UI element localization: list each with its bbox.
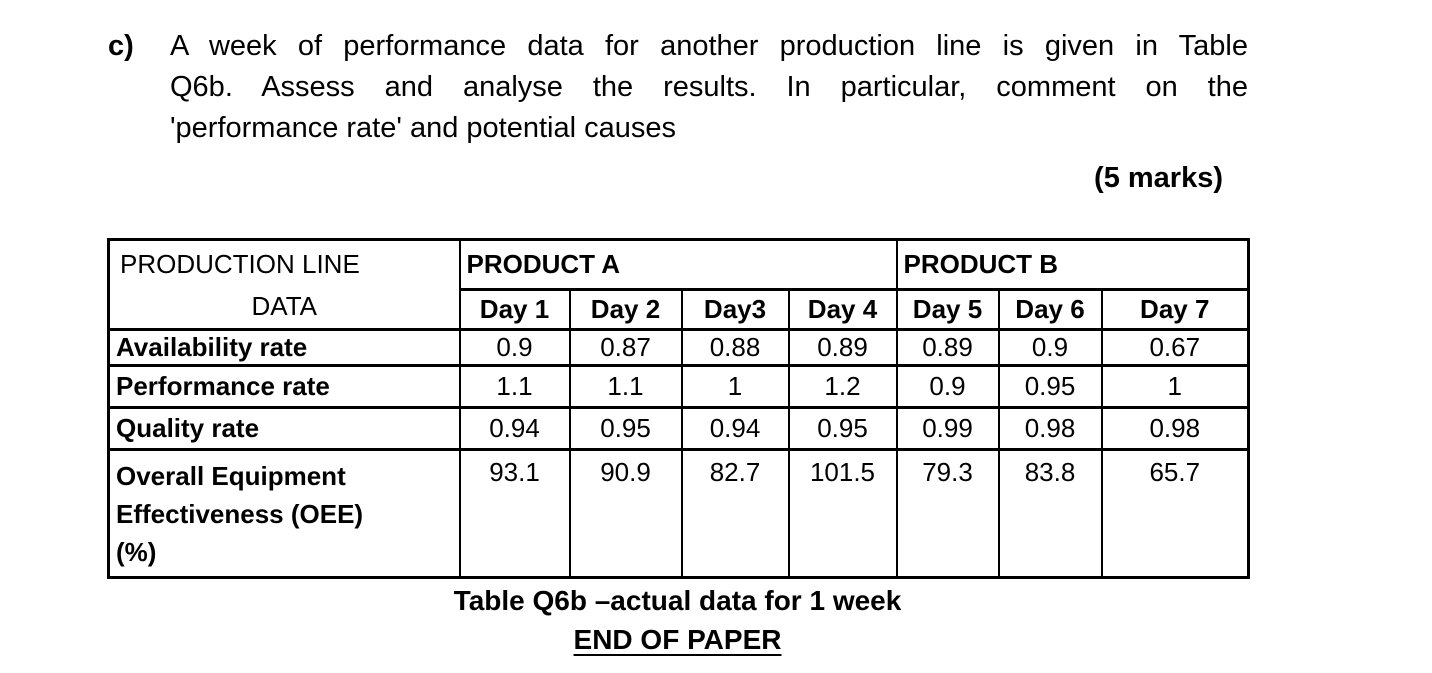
cell-value: 101.5 — [787, 448, 898, 579]
day-header: Day3 — [680, 288, 790, 331]
data-table: PRODUCTION LINE DATA PRODUCT A PRODUCT B… — [107, 238, 1250, 579]
cell-value: 1 — [1100, 364, 1250, 409]
row-label: Overall Equipment Effectiveness (OEE) (%… — [107, 448, 461, 579]
cell-value: 0.87 — [568, 328, 683, 367]
cell-value: 0.95 — [787, 406, 898, 451]
table-caption: Table Q6b –actual data for 1 week — [453, 585, 902, 616]
question-line: 'performance rate' and potential causes — [170, 112, 676, 144]
marks-label: (5 marks) — [1094, 162, 1223, 194]
product-a-header: PRODUCT A — [458, 238, 898, 291]
cell-value: 1.2 — [787, 364, 898, 409]
corner-header-line1: PRODUCTION LINE — [120, 248, 360, 279]
question-line: A week of performance data for another p… — [170, 30, 1248, 62]
question-line: Q6b. Assess and analyse the results. In … — [170, 71, 1248, 103]
cell-value: 93.1 — [458, 448, 571, 579]
table-row-availability: Availability rate 0.9 0.87 0.88 0.89 0.8… — [107, 328, 1250, 367]
corner-header-cell: PRODUCTION LINE DATA — [107, 238, 461, 331]
day-header: Day 2 — [568, 288, 683, 331]
cell-value: 0.67 — [1100, 328, 1250, 367]
cell-value: 0.98 — [1100, 406, 1250, 451]
day-header: Day 7 — [1100, 288, 1250, 331]
row-label: Performance rate — [107, 364, 461, 409]
table-row-days: Day 1 Day 2 Day3 Day 4 Day 5 Day 6 Day 7 — [109, 288, 1250, 331]
row-label: Availability rate — [107, 328, 461, 367]
cell-value: 1 — [680, 364, 790, 409]
cell-value: 0.9 — [895, 364, 1000, 409]
table-row-products: PRODUCTION LINE DATA PRODUCT A PRODUCT B — [107, 238, 1250, 331]
cell-value: 0.89 — [787, 328, 898, 367]
cell-value: 79.3 — [895, 448, 1000, 579]
end-of-paper-text: END OF PAPER — [573, 624, 782, 655]
row-label: Quality rate — [107, 406, 461, 451]
row-label-text: Overall Equipment Effectiveness (OEE) (%… — [116, 461, 364, 567]
corner-header-line2: DATA — [251, 290, 317, 321]
cell-value: 0.88 — [680, 328, 790, 367]
product-b-header: PRODUCT B — [895, 238, 1250, 291]
cell-value: 82.7 — [680, 448, 790, 579]
cell-value: 0.98 — [997, 406, 1103, 451]
day-header: Day 1 — [458, 288, 571, 331]
day-header: Day 5 — [895, 288, 1000, 331]
day-header: Day 6 — [997, 288, 1103, 331]
cell-value: 83.8 — [997, 448, 1103, 579]
cell-value: 0.9 — [458, 328, 571, 367]
table-row-quality: Quality rate 0.94 0.95 0.94 0.95 0.99 0.… — [107, 406, 1250, 451]
cell-value: 1.1 — [568, 364, 683, 409]
cell-value: 90.9 — [568, 448, 683, 579]
cell-value: 0.95 — [997, 364, 1103, 409]
cell-value: 0.99 — [895, 406, 1000, 451]
cell-value: 0.94 — [680, 406, 790, 451]
end-of-paper: END OF PAPER — [107, 624, 1248, 656]
cell-value: 65.7 — [1100, 448, 1250, 579]
table-row-oee: Overall Equipment Effectiveness (OEE) (%… — [107, 448, 1250, 579]
question-text: A week of performance data for another p… — [170, 26, 1248, 149]
cell-value: 0.95 — [568, 406, 683, 451]
cell-value: 0.94 — [458, 406, 571, 451]
cell-value: 1.1 — [458, 364, 571, 409]
day-header: Day 4 — [787, 288, 898, 331]
cell-value: 0.9 — [997, 328, 1103, 367]
table-row-performance: Performance rate 1.1 1.1 1 1.2 0.9 0.95 … — [107, 364, 1250, 409]
cell-value: 0.89 — [895, 328, 1000, 367]
question-label: c) — [108, 30, 134, 62]
